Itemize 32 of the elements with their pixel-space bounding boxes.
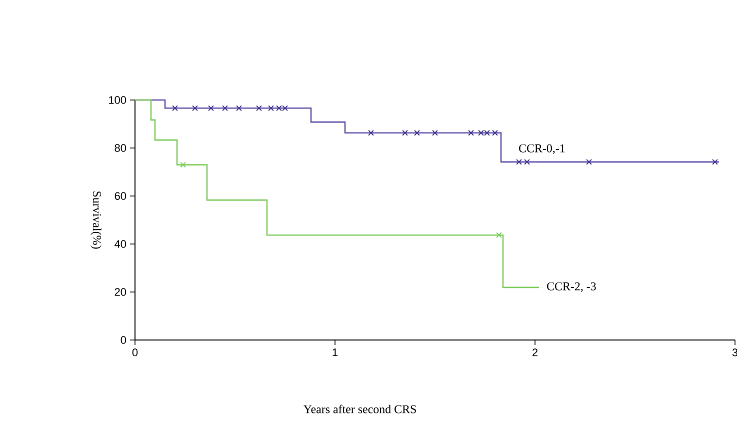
point <box>222 105 228 112</box>
y-tick-label: 100 <box>109 96 126 104</box>
point <box>432 130 438 136</box>
point <box>468 130 474 136</box>
point <box>256 105 262 112</box>
point <box>172 105 178 112</box>
point <box>586 158 592 165</box>
x-tick-label: 0 <box>132 348 138 356</box>
series-label: CCR-2, -3 <box>547 282 596 292</box>
y-tick-label: 60 <box>114 192 126 200</box>
point <box>236 105 242 112</box>
point <box>496 232 502 238</box>
point <box>402 130 408 136</box>
point <box>208 105 214 112</box>
point <box>492 130 498 136</box>
y-tick-label: 80 <box>114 144 126 152</box>
point <box>180 162 186 168</box>
point <box>368 130 374 136</box>
x-tick-label: 1 <box>332 348 338 356</box>
point <box>524 158 530 165</box>
point <box>268 105 274 112</box>
point <box>712 158 718 165</box>
y-axis-title: Survival(%) <box>90 192 102 249</box>
y-tick-label: 20 <box>114 288 126 296</box>
point <box>516 158 522 165</box>
series-label: CCR-0,-1 <box>519 144 565 154</box>
point <box>192 105 198 112</box>
y-tick-label: 40 <box>114 240 126 248</box>
x-tick-label: 2 <box>532 348 538 356</box>
y-tick-label: 0 <box>120 336 126 344</box>
point <box>414 130 420 136</box>
x-axis-title: Years after second CRS <box>303 404 416 414</box>
